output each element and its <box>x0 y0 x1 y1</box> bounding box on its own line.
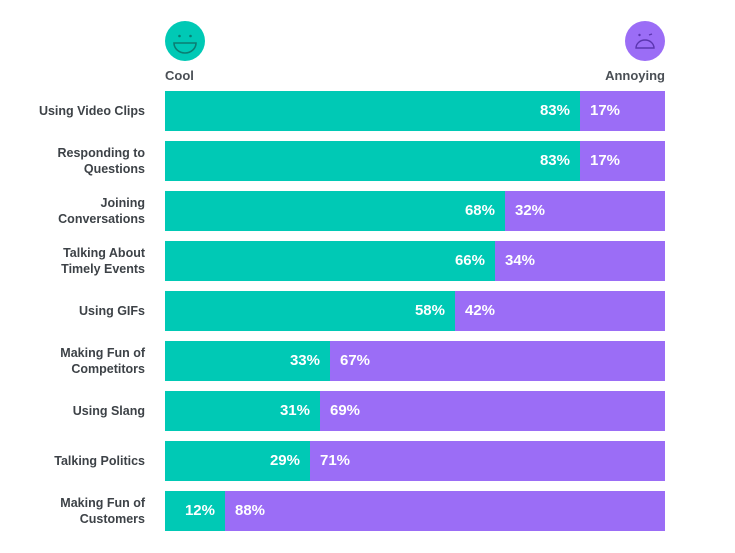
category-label: Using GIFs <box>79 304 145 318</box>
value-label-cool: 31% <box>279 402 310 419</box>
bar-cool: 31% <box>165 391 320 431</box>
legend-annoying: Annoying <box>605 68 665 83</box>
category-label: Using Video Clips <box>38 104 145 118</box>
bar-cool: 29% <box>165 441 310 481</box>
bar-annoying: 17% <box>580 91 665 131</box>
value-label-annoying: 88% <box>235 502 266 519</box>
frowning-face-icon <box>625 21 665 61</box>
value-label-cool: 83% <box>539 102 570 119</box>
value-label-annoying: 34% <box>505 252 536 269</box>
legend-cool: Cool <box>165 68 194 83</box>
value-label-cool: 66% <box>454 252 485 269</box>
value-label-annoying: 67% <box>340 352 371 369</box>
category-label: Making Fun of Competitors <box>60 346 145 376</box>
bar-annoying: 32% <box>505 191 665 231</box>
bar-annoying: 17% <box>580 141 665 181</box>
category-label: Talking About Timely Events <box>61 246 145 276</box>
bar-cool: 83% <box>165 91 580 131</box>
bar-annoying: 69% <box>320 391 665 431</box>
value-label-cool: 33% <box>289 352 320 369</box>
value-label-annoying: 71% <box>320 452 351 469</box>
bar-cool: 12% <box>165 491 225 531</box>
value-label-cool: 68% <box>464 202 495 219</box>
value-label-annoying: 42% <box>465 302 496 319</box>
category-label: Joining Conversations <box>58 196 145 226</box>
value-label-cool: 12% <box>184 502 215 519</box>
bar-annoying: 67% <box>330 341 665 381</box>
category-label: Using Slang <box>72 404 145 418</box>
bar-cool: 68% <box>165 191 505 231</box>
category-label: Making Fun of Customers <box>60 496 145 526</box>
bar-cool: 83% <box>165 141 580 181</box>
bar-annoying: 88% <box>225 491 665 531</box>
bar-cool: 66% <box>165 241 495 281</box>
value-label-annoying: 17% <box>590 102 621 119</box>
value-label-cool: 83% <box>539 152 570 169</box>
smiling-face-icon <box>165 21 205 61</box>
bar-cool: 58% <box>165 291 455 331</box>
category-label: Responding to Questions <box>57 146 146 176</box>
bar-annoying: 71% <box>310 441 665 481</box>
category-label: Talking Politics <box>54 454 145 468</box>
bar-cool: 33% <box>165 341 330 381</box>
bar-annoying: 34% <box>495 241 665 281</box>
bar-annoying: 42% <box>455 291 665 331</box>
value-label-annoying: 69% <box>330 402 361 419</box>
value-label-cool: 29% <box>269 452 300 469</box>
value-label-annoying: 17% <box>590 152 621 169</box>
value-label-cool: 58% <box>414 302 445 319</box>
value-label-annoying: 32% <box>515 202 546 219</box>
